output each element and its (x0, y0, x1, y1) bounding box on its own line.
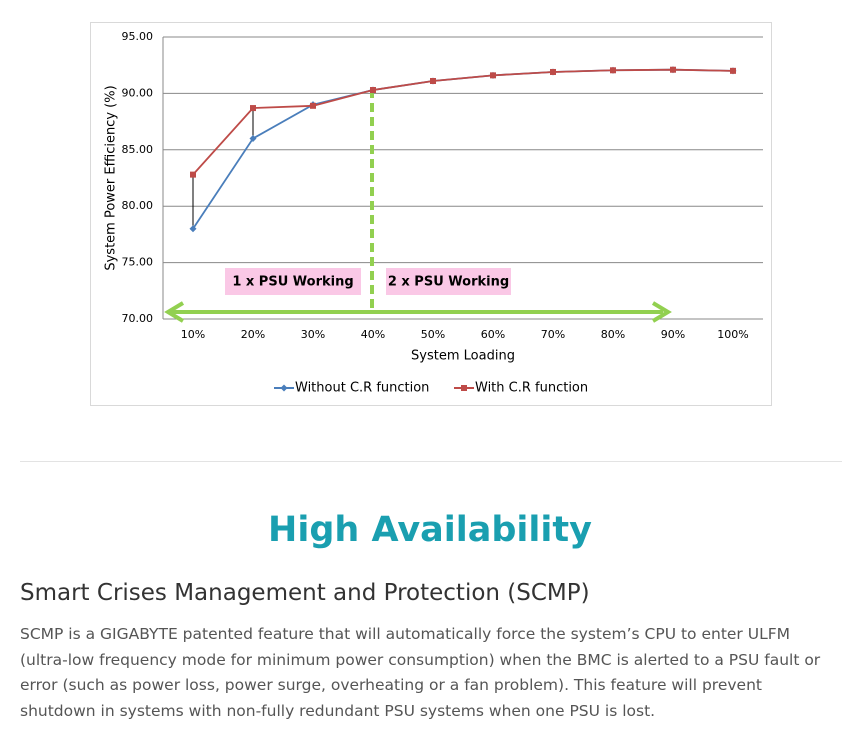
subheading: Smart Crises Management and Protection (… (20, 580, 590, 606)
y-tick-label: 85.00 (122, 143, 154, 156)
y-tick-label: 70.00 (122, 312, 154, 325)
chart: 70.00 75.00 80.00 85.00 90.00 95.00 10% 20% 30% 4… (90, 22, 772, 406)
legend-label: Without C.R function (295, 381, 429, 396)
paragraph: SCMP is a GIGABYTE patented feature that… (20, 625, 821, 720)
marker (370, 87, 376, 94)
y-axis-label: System Power Efficiency (%) (104, 85, 119, 270)
legend-label: With C.R function (475, 381, 588, 396)
marker (189, 225, 197, 233)
x-tick-label: 10% (181, 328, 205, 341)
y-tick-label: 90.00 (122, 86, 154, 99)
x-tick-label: 20% (241, 328, 265, 341)
series-line (192, 68, 734, 176)
heading: High Availability (268, 510, 592, 550)
marker (490, 72, 496, 79)
divider (20, 461, 842, 462)
x-axis-label: System Loading (411, 349, 515, 364)
y-tick-label: 75.00 (122, 256, 154, 269)
x-tick-label: 100% (717, 328, 748, 341)
y-tick-label: 80.00 (122, 199, 154, 212)
x-tick-label: 50% (421, 328, 445, 341)
x-tick-label: 40% (361, 328, 385, 341)
x-tick-label: 90% (661, 328, 685, 341)
marker (430, 77, 436, 84)
marker (550, 68, 556, 75)
annotation: 2 x PSU Working (388, 275, 509, 290)
x-tick-label: 60% (481, 328, 505, 341)
marker (610, 67, 616, 74)
marker (250, 105, 256, 112)
marker (310, 102, 316, 109)
marker (730, 67, 736, 74)
arrow-head (164, 301, 185, 323)
marker (249, 135, 257, 143)
annotation-box (386, 268, 511, 295)
y-tick-label: 95.00 (122, 30, 154, 43)
annotation-box (225, 268, 361, 295)
x-tick-label: 70% (541, 328, 565, 341)
marker (190, 171, 196, 178)
x-tick-label: 30% (301, 328, 325, 341)
x-tick-label: 80% (601, 328, 625, 341)
arrow-head (651, 301, 672, 323)
marker (461, 385, 467, 391)
annotation: 1 x PSU Working (232, 275, 353, 290)
marker (280, 384, 288, 392)
marker (670, 66, 676, 73)
